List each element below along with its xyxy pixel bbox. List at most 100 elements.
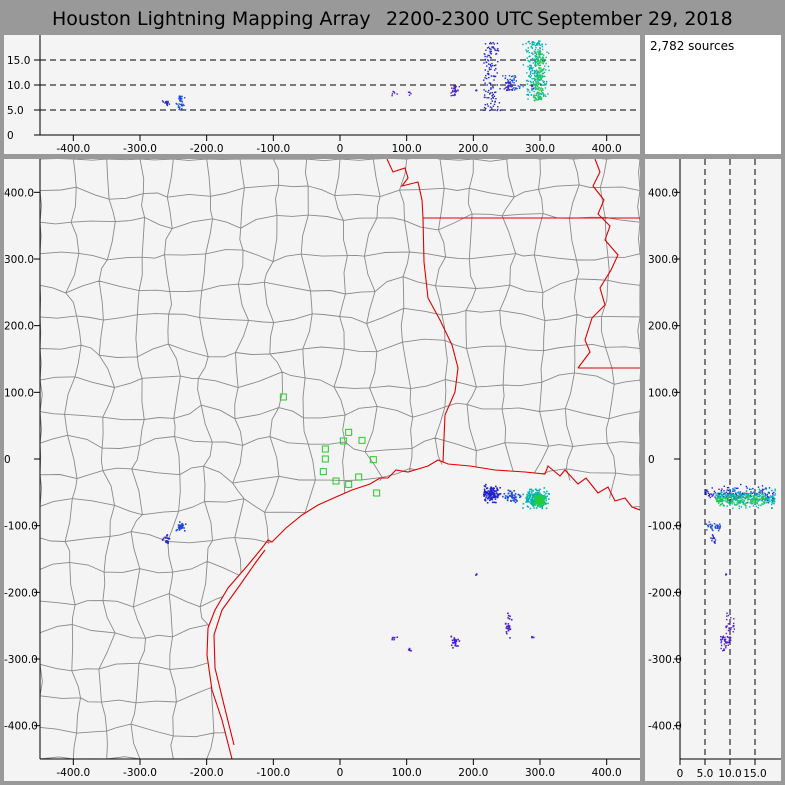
source-point [409, 649, 411, 652]
source-point [408, 647, 411, 650]
source-point [505, 622, 507, 625]
source-point [535, 500, 538, 503]
source-point [729, 628, 732, 631]
source-point [492, 96, 494, 99]
top-x-tick-label: 0 [337, 143, 344, 155]
source-point [531, 70, 534, 72]
source-point [538, 64, 541, 67]
source-point [716, 497, 718, 500]
source-point [492, 492, 495, 494]
source-point [726, 486, 729, 489]
source-point [488, 76, 490, 79]
top-source-cluster [391, 90, 398, 97]
source-point [164, 101, 167, 103]
source-point [179, 100, 182, 102]
source-point [745, 490, 748, 492]
source-point [762, 493, 764, 496]
source-point [538, 91, 540, 94]
source-point [540, 96, 542, 98]
source-point [534, 52, 536, 55]
source-point [753, 491, 756, 493]
source-point [717, 492, 719, 494]
source-point [522, 85, 524, 88]
source-point [746, 502, 748, 504]
source-point [535, 64, 537, 67]
lma-station [332, 477, 340, 485]
source-point [490, 53, 492, 55]
source-point [538, 42, 540, 45]
source-point [535, 88, 537, 91]
source-point [526, 499, 528, 502]
source-point [514, 498, 516, 501]
source-point [533, 95, 536, 98]
alt-tick-label: 10.0 [7, 80, 30, 92]
source-point [733, 497, 735, 499]
source-point [541, 501, 544, 503]
source-point [530, 66, 532, 68]
source-point [511, 89, 514, 91]
source-point [527, 80, 530, 82]
right-source-cluster [725, 612, 736, 639]
right-source-cluster [710, 534, 717, 544]
source-point [536, 502, 539, 505]
source-point [756, 492, 758, 495]
source-point [535, 493, 538, 496]
source-point [764, 499, 766, 502]
source-point [705, 493, 707, 496]
source-point [767, 496, 769, 498]
source-point [541, 495, 543, 497]
source-point [548, 493, 550, 495]
source-point [705, 493, 707, 495]
source-point [522, 507, 524, 509]
source-point [453, 639, 456, 641]
source-point [534, 63, 537, 65]
source-point [762, 498, 764, 501]
source-point [540, 89, 543, 92]
source-point [755, 505, 758, 508]
source-point [729, 640, 731, 642]
source-point [542, 61, 545, 63]
source-point [547, 65, 550, 68]
source-point [768, 487, 771, 489]
source-point [166, 103, 168, 106]
source-point [545, 43, 547, 46]
source-point [513, 82, 515, 84]
source-point [496, 487, 498, 489]
source-point [723, 643, 726, 645]
source-point [532, 40, 534, 43]
source-point [742, 503, 745, 505]
source-point [732, 494, 734, 496]
source-point [545, 95, 547, 98]
source-point [538, 51, 541, 53]
source-point [738, 496, 741, 499]
source-point [538, 60, 541, 63]
source-point [451, 639, 454, 642]
source-point [489, 63, 491, 66]
source-point [772, 500, 774, 502]
source-point [510, 618, 513, 621]
source-point [719, 492, 721, 495]
source-point [543, 95, 545, 97]
source-point [758, 495, 760, 498]
source-point [483, 485, 486, 487]
source-point [519, 84, 522, 86]
source-point [533, 42, 536, 44]
y-tick-label: 100.0 [4, 387, 34, 399]
source-point [489, 106, 492, 108]
source-point [535, 56, 537, 58]
source-point [178, 521, 181, 523]
source-point [532, 503, 534, 505]
source-point [532, 496, 535, 498]
source-point [529, 502, 532, 505]
source-point [738, 494, 740, 497]
source-point [528, 40, 530, 43]
top-altitude-axis: 0 5.0 10.0 15.0 [7, 55, 40, 142]
source-point [543, 67, 545, 70]
source-point [407, 649, 410, 651]
source-point [717, 501, 719, 503]
source-point [764, 497, 766, 500]
source-point [527, 497, 530, 500]
source-point [720, 503, 722, 506]
source-point [533, 58, 536, 60]
source-point [533, 90, 535, 93]
